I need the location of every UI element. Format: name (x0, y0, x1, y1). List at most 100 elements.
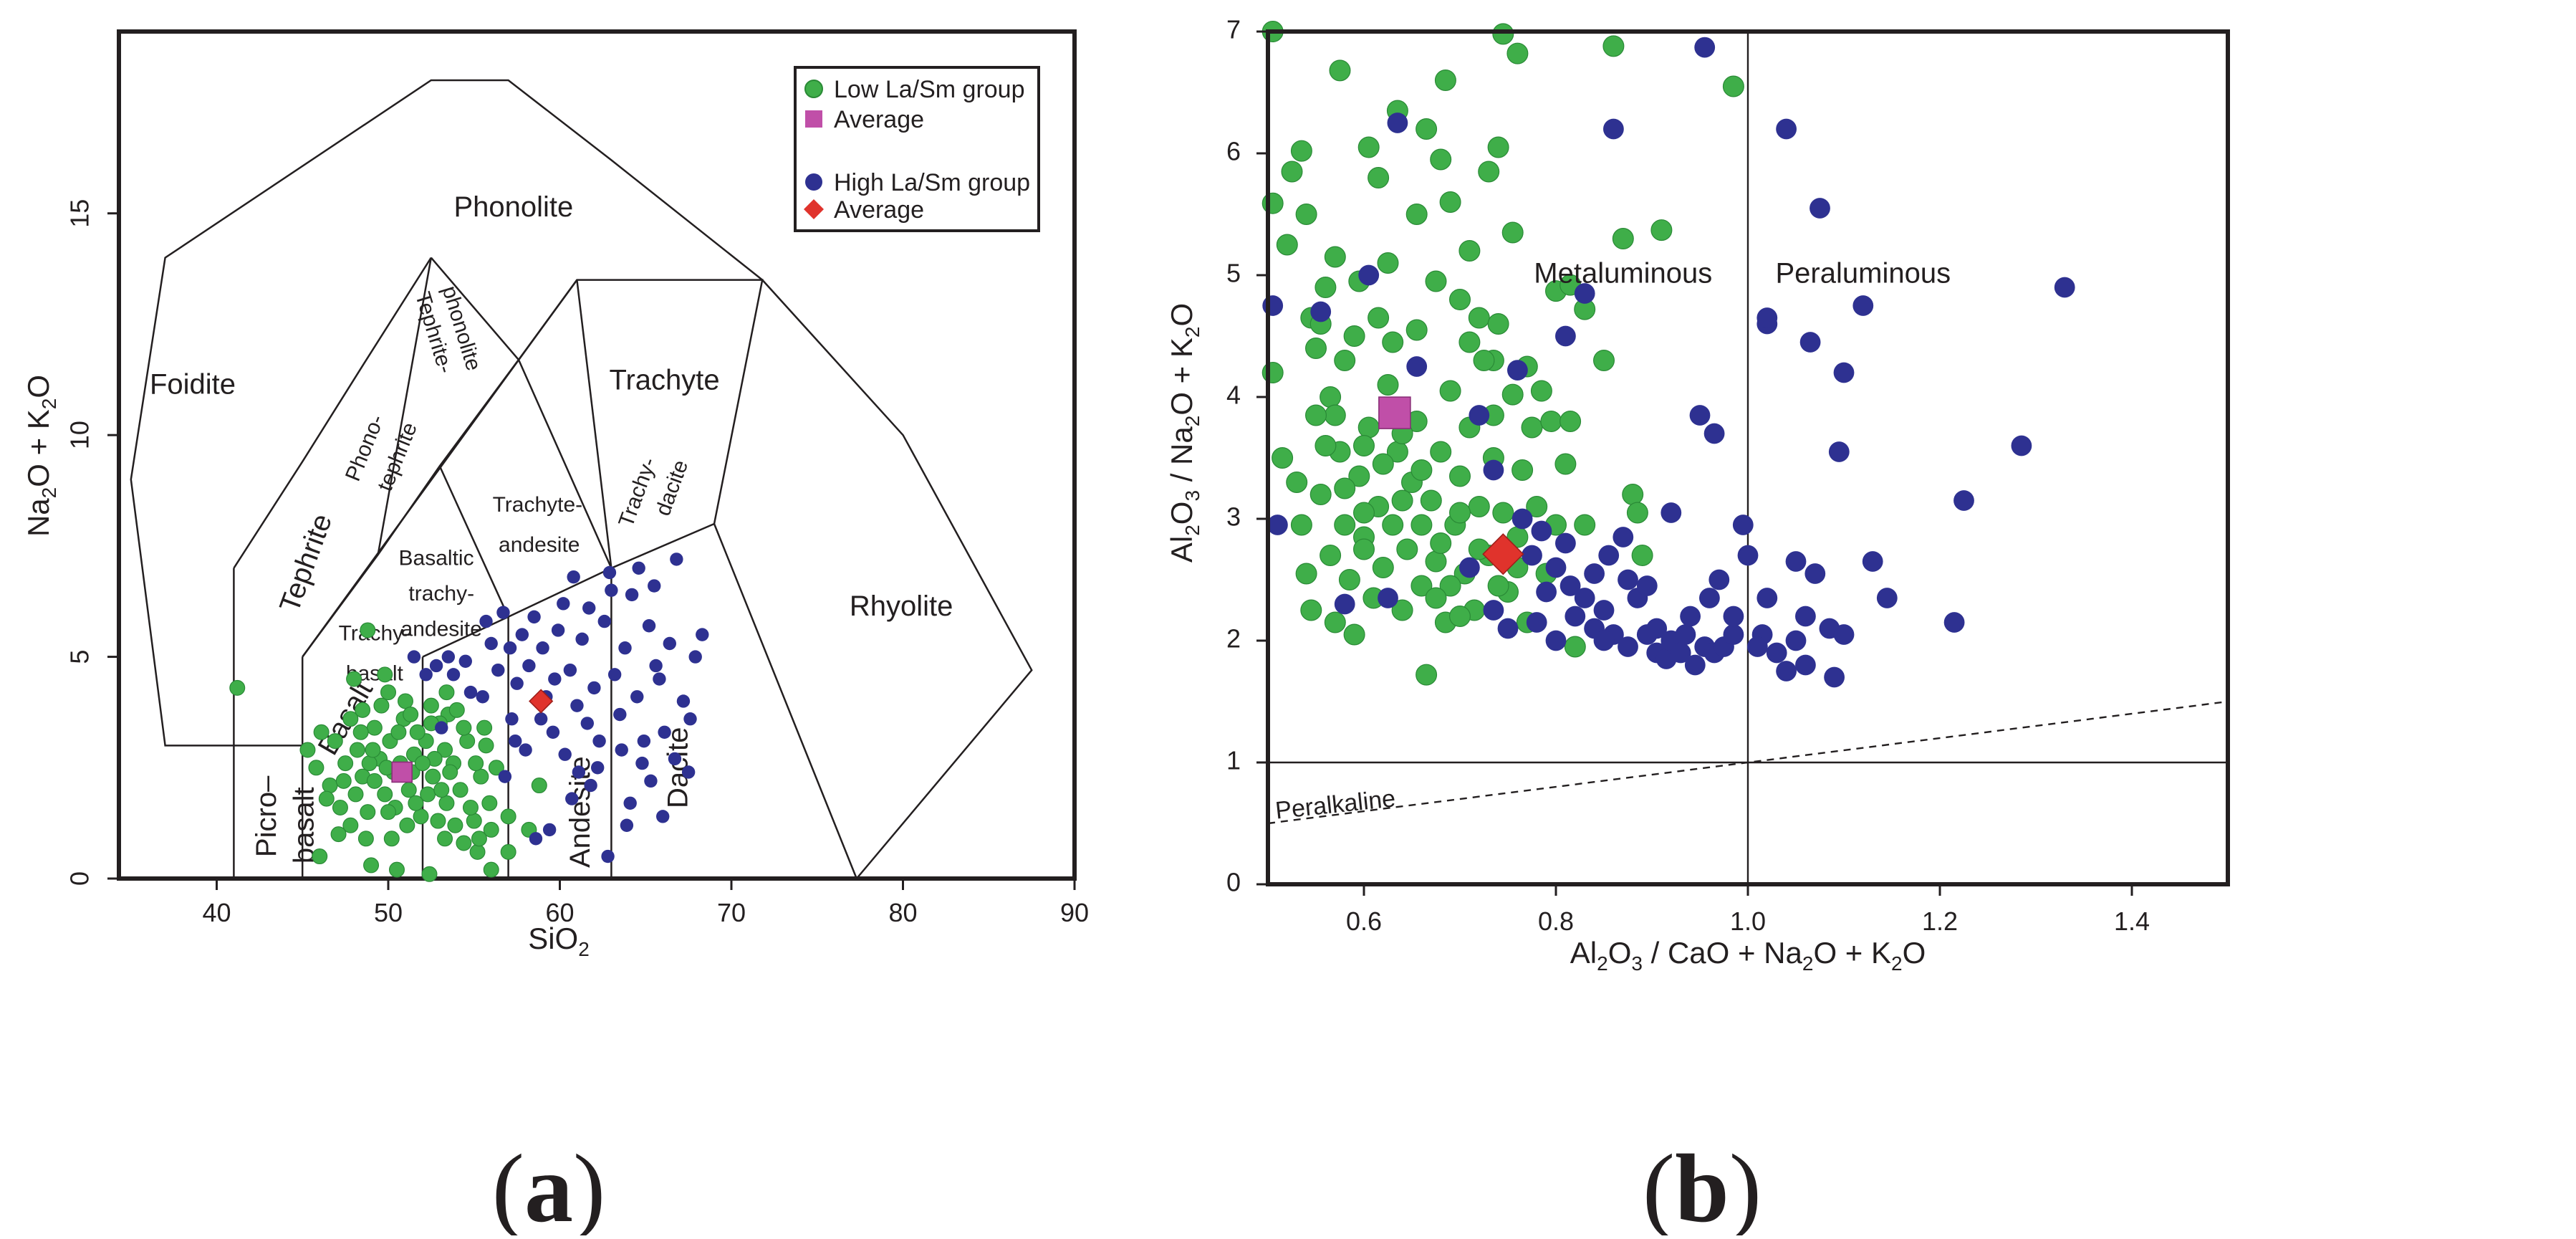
data-point-high (696, 628, 709, 641)
data-point-high (635, 756, 649, 770)
data-point-high (1689, 405, 1711, 426)
data-point-high (542, 823, 557, 837)
data-point-low (452, 782, 468, 798)
data-point-high (1559, 575, 1581, 596)
data-point-low (377, 786, 393, 803)
data-point-low (388, 861, 405, 878)
panel-b-y-axis-title: Al2O3 / Na2O + K2O (1165, 303, 1203, 563)
data-point-low (1425, 587, 1447, 609)
data-point-low (1554, 453, 1577, 475)
x-tick-label: 60 (545, 898, 574, 927)
field-boundary (422, 522, 715, 658)
data-point-high (580, 717, 595, 730)
data-point-high (565, 792, 579, 805)
data-point-low (1320, 544, 1342, 566)
data-point-low (1425, 550, 1447, 573)
data-point-low (1295, 563, 1317, 585)
data-point-high (407, 650, 421, 664)
data-point-high (515, 628, 529, 641)
data-point-low (456, 719, 472, 736)
data-point-low (1501, 221, 1524, 244)
data-point-low (1338, 568, 1360, 590)
data-point-high (1703, 423, 1725, 444)
data-point-high (1536, 581, 1557, 603)
data-point-low (437, 831, 453, 847)
data-point-high (546, 725, 560, 739)
data-point-low (360, 622, 376, 638)
x-tick-label: 1.4 (2114, 906, 2150, 936)
data-point-high (575, 632, 589, 646)
data-point-high (623, 796, 637, 810)
data-point-low (430, 813, 446, 829)
x-tick-label: 90 (1060, 898, 1089, 927)
data-point-high (567, 570, 580, 584)
data-point-high (1776, 118, 1797, 140)
data-point-low (1410, 575, 1433, 597)
x-tick-label: 80 (888, 898, 917, 927)
data-point-low (481, 795, 498, 811)
data-point-high (1795, 606, 1816, 627)
panel-a-legend: Low La/Sm group Average High La/Sm group… (794, 66, 1040, 232)
data-point-high (601, 849, 615, 864)
data-point-high (618, 641, 632, 655)
data-point-high (1708, 569, 1730, 590)
data-point-low (1458, 331, 1481, 353)
data-point-low (1564, 636, 1586, 658)
data-point-high (1469, 405, 1490, 426)
panel-b-y-axis: 0 1 2 3 4 5 6 7 (1226, 15, 1268, 897)
data-point-high (519, 743, 532, 757)
panel-b-x-axis: 0.6 0.8 1.0 1.2 1.4 (1346, 884, 2150, 936)
data-point-high (1497, 618, 1519, 639)
data-point-low (1448, 465, 1471, 487)
data-point-low (313, 724, 330, 740)
panel-a-y-axis: 0 5 10 15 (65, 199, 119, 886)
data-point-low (1261, 362, 1284, 384)
data-point-high (1584, 563, 1605, 584)
data-point-low (1468, 495, 1490, 517)
data-point-high (505, 712, 519, 726)
field-boundary (377, 257, 433, 555)
data-point-low (1300, 599, 1322, 621)
data-point-low (1343, 623, 1365, 646)
data-point-high (1747, 636, 1768, 657)
data-point-low (1382, 331, 1404, 353)
data-point-high (458, 654, 472, 668)
data-point-high (587, 681, 601, 695)
data-point-low (1382, 514, 1404, 536)
legend-high-label: High La/Sm group (834, 169, 1030, 196)
data-point-low (471, 831, 487, 847)
data-point-high (1699, 588, 1720, 608)
data-point-high (1334, 593, 1355, 615)
data-point-low (1439, 380, 1461, 402)
data-point-low (349, 742, 365, 758)
panel-b-high-group-points (1262, 37, 2075, 688)
data-point-high (1943, 612, 1965, 633)
data-point-high (1598, 545, 1620, 566)
data-point-low (366, 772, 383, 789)
data-point-low (469, 843, 486, 860)
data-point-low (1324, 246, 1346, 268)
data-point-low (1377, 373, 1399, 396)
data-point-high (1378, 588, 1398, 608)
data-point-high (1613, 527, 1634, 547)
data-point-low (361, 755, 378, 772)
data-point-low (438, 684, 455, 701)
data-point-low (442, 764, 458, 780)
data-point-low (447, 817, 463, 833)
field-boundary (302, 279, 764, 658)
data-point-high (1593, 630, 1615, 651)
legend-high-average-label: Average (834, 196, 924, 224)
legend-low-marker (804, 80, 823, 98)
field-boundary (130, 79, 763, 747)
legend-low-average-marker (805, 110, 822, 128)
data-point-low (462, 799, 479, 815)
panel-a-label: (a) (492, 1135, 606, 1235)
data-point-high (1833, 362, 1855, 383)
data-point-low (1487, 575, 1509, 597)
data-point-high (1694, 37, 1716, 58)
data-point-low (1348, 465, 1370, 487)
data-point-high (644, 774, 658, 788)
data-point-high (582, 601, 596, 615)
data-point-low (1324, 404, 1346, 426)
